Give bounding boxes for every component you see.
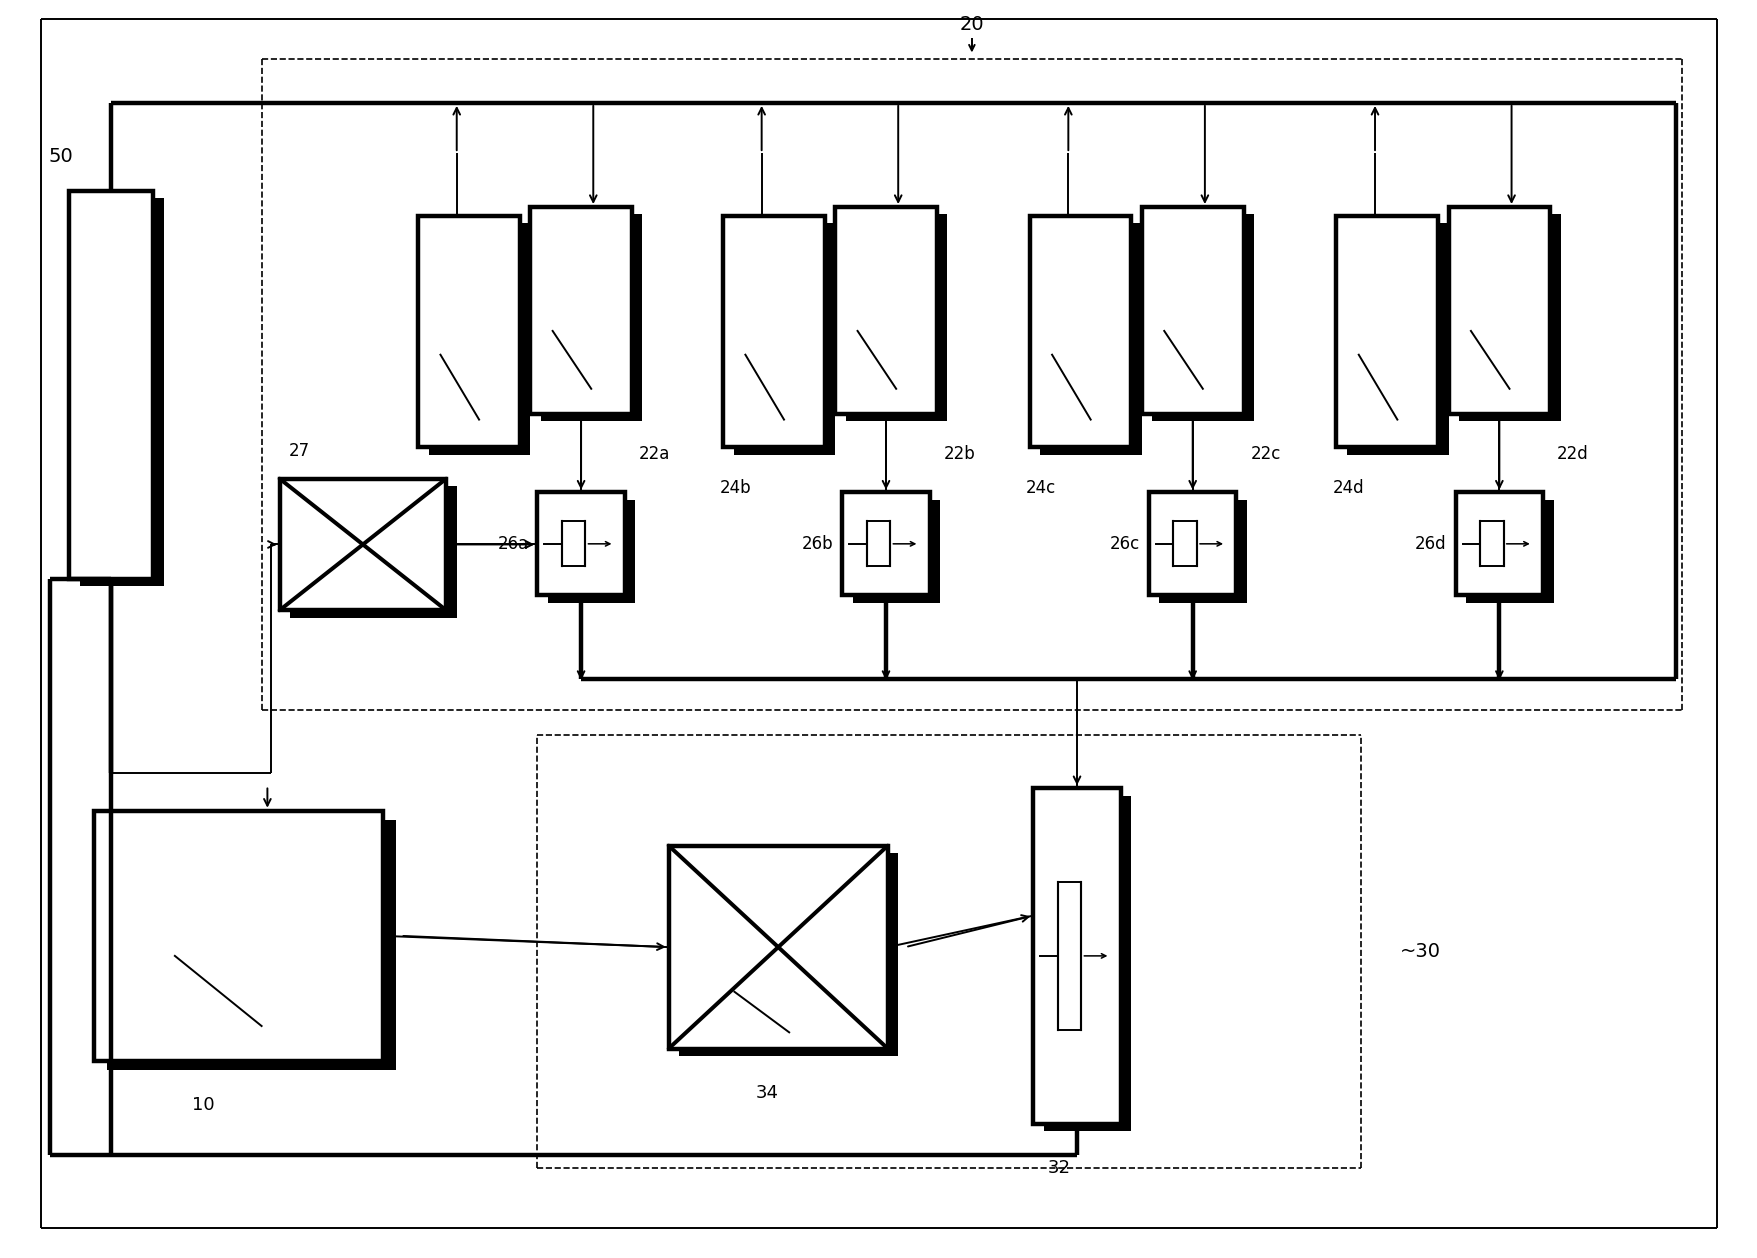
- Text: 24c: 24c: [1026, 479, 1056, 497]
- Text: 26c: 26c: [1109, 535, 1140, 552]
- Bar: [1335, 215, 1437, 448]
- Bar: [733, 223, 835, 455]
- Bar: [1142, 206, 1242, 414]
- Text: 50: 50: [47, 147, 74, 166]
- Bar: [1033, 788, 1121, 1123]
- Bar: [93, 810, 383, 1060]
- Bar: [107, 820, 395, 1071]
- Text: 26d: 26d: [1414, 535, 1446, 552]
- Bar: [1346, 223, 1448, 455]
- Text: 27: 27: [288, 442, 309, 460]
- Bar: [279, 479, 446, 610]
- Bar: [429, 223, 531, 455]
- Text: 34: 34: [756, 1083, 778, 1102]
- Bar: [668, 845, 887, 1049]
- Text: 22d: 22d: [1557, 445, 1588, 463]
- Bar: [722, 215, 824, 448]
- Bar: [548, 499, 634, 603]
- Text: 32: 32: [1047, 1159, 1070, 1176]
- Text: 10: 10: [192, 1096, 214, 1115]
- Bar: [1030, 215, 1132, 448]
- Bar: [1455, 492, 1543, 595]
- Bar: [1465, 499, 1553, 603]
- Bar: [845, 214, 947, 421]
- Bar: [531, 206, 631, 414]
- Bar: [1044, 795, 1132, 1131]
- Bar: [852, 499, 940, 603]
- Text: 24d: 24d: [1332, 479, 1363, 497]
- Text: 22b: 22b: [944, 445, 975, 463]
- Bar: [678, 853, 898, 1055]
- Bar: [1040, 223, 1142, 455]
- Bar: [1448, 206, 1550, 414]
- Text: ~30: ~30: [1399, 942, 1439, 961]
- Bar: [1153, 214, 1253, 421]
- Bar: [835, 206, 936, 414]
- Bar: [1149, 492, 1235, 595]
- Text: 22a: 22a: [638, 445, 669, 463]
- Bar: [538, 492, 624, 595]
- Bar: [1158, 499, 1246, 603]
- Text: 26b: 26b: [801, 535, 833, 552]
- Bar: [541, 214, 641, 421]
- Text: 24b: 24b: [719, 479, 750, 497]
- Bar: [418, 215, 520, 448]
- Text: 22c: 22c: [1249, 445, 1281, 463]
- Bar: [1458, 214, 1560, 421]
- Text: 26a: 26a: [497, 535, 529, 552]
- Bar: [79, 199, 163, 586]
- Text: 24a: 24a: [415, 479, 446, 497]
- Bar: [290, 487, 457, 618]
- Bar: [842, 492, 929, 595]
- Text: 20: 20: [959, 15, 984, 34]
- Bar: [69, 191, 153, 579]
